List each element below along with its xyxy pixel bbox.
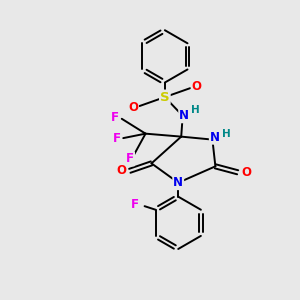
Text: H: H	[191, 106, 200, 116]
Text: F: F	[126, 152, 134, 165]
Text: F: F	[113, 132, 121, 145]
Text: N: N	[173, 176, 183, 189]
Text: N: N	[179, 109, 189, 122]
Text: O: O	[128, 101, 138, 114]
Text: F: F	[111, 111, 119, 124]
Text: O: O	[241, 166, 251, 179]
Text: F: F	[131, 198, 139, 211]
Text: O: O	[192, 80, 202, 93]
Text: O: O	[116, 164, 127, 177]
Text: N: N	[210, 131, 220, 144]
Text: S: S	[160, 91, 170, 103]
Text: H: H	[222, 129, 231, 139]
